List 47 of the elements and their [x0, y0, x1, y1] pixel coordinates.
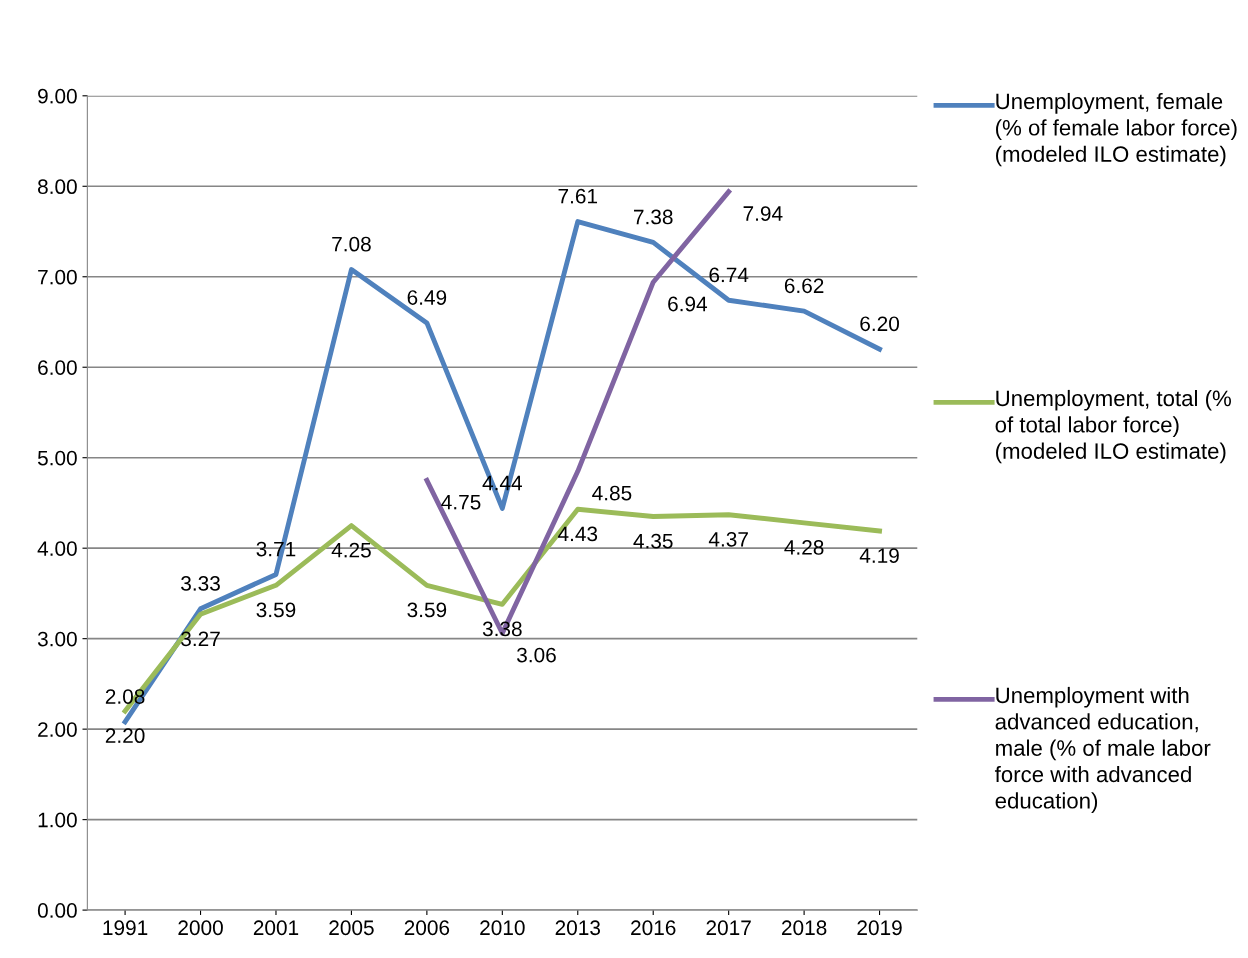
x-tick-label: 1991	[103, 920, 148, 936]
data-label: 3.59	[407, 602, 447, 618]
data-label: 6.62	[784, 278, 824, 294]
x-tick-label: 2016	[631, 920, 676, 936]
x-tick-label: 2018	[781, 920, 827, 936]
data-label: 3.59	[256, 602, 296, 618]
y-tick-label: 2.00	[38, 722, 77, 737]
x-tick-label: 2017	[706, 920, 751, 936]
x-tick-label: 2001	[253, 920, 299, 936]
data-label: 2.20	[105, 728, 145, 744]
data-label: 6.94	[668, 296, 708, 312]
x-tick-label: 2000	[178, 920, 223, 936]
y-tick-label: 3.00	[37, 631, 77, 647]
y-tick-label: 0.00	[37, 903, 77, 918]
data-label: 6.20	[860, 316, 900, 332]
data-label: 6.49	[407, 290, 447, 305]
data-label: 7.08	[332, 236, 371, 252]
y-tick-label: 9.00	[38, 88, 77, 104]
data-label: 4.19	[859, 548, 899, 563]
legend-label: Unemployment, female (% of female labor force) (modeled ILO estimate)	[996, 92, 1237, 167]
data-label: 4.85	[592, 485, 632, 501]
data-label: 7.38	[634, 209, 673, 225]
data-label: 6.74	[709, 267, 749, 283]
x-tick-label: 2005	[329, 920, 374, 936]
y-tick-label: 5.00	[37, 450, 77, 466]
data-label: 4.75	[441, 494, 481, 510]
y-tick-label: 7.00	[38, 269, 77, 285]
x-tick-label: 2006	[404, 920, 450, 936]
legend-label: Unemployment, total (% of total labor force) (modeled ILO estimate)	[995, 389, 1231, 464]
data-label: 3.27	[181, 631, 220, 647]
x-tick-label: 2010	[480, 920, 525, 936]
data-label: 4.37	[708, 531, 748, 547]
y-tick-label: 6.00	[38, 360, 77, 375]
data-label: 3.33	[181, 576, 220, 591]
y-tick-label: 1.00	[38, 812, 77, 828]
x-tick-label: 2013	[555, 920, 601, 936]
data-label: 4.25	[331, 542, 371, 558]
data-label: 4.43	[557, 526, 598, 542]
data-label: 7.94	[743, 206, 783, 221]
data-label: 3.06	[517, 647, 556, 663]
y-tick-label: 8.00	[38, 179, 77, 195]
x-tick-label: 2019	[857, 920, 902, 936]
data-label: 7.61	[558, 188, 598, 204]
data-label: 4.28	[784, 540, 824, 555]
legend-label: Unemployment with advanced education, male (% of male labor force with advanced education)	[994, 686, 1211, 813]
data-label: 4.35	[633, 533, 673, 549]
y-tick-label: 4.00	[37, 541, 77, 556]
